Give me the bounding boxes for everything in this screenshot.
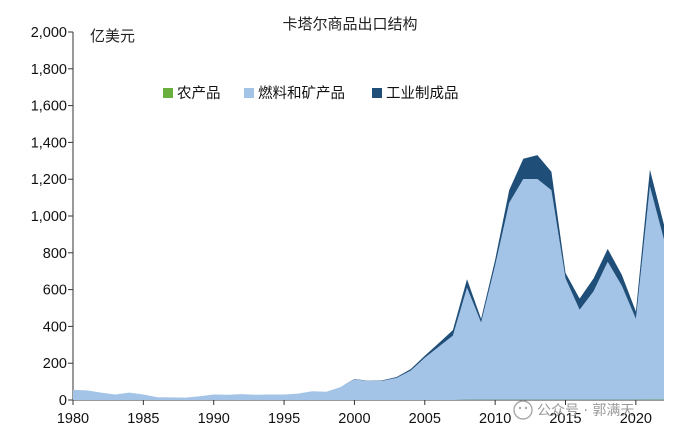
- area-series: [73, 179, 664, 400]
- watermark-text: 公众号 · 郭满天: [537, 402, 634, 419]
- y-tick-label: 1,200: [31, 172, 67, 188]
- y-tick-label: 1,800: [31, 62, 67, 78]
- legend-label: 燃料和矿产品: [258, 84, 345, 102]
- y-axis: 0 200 400 600 800 1,000 1,200 1,400 1,600 1,800 2,…: [31, 25, 74, 409]
- x-tick-label: 2010: [479, 411, 511, 427]
- x-tick-label: 2005: [409, 411, 441, 427]
- x-tick-label: 1990: [198, 411, 230, 427]
- legend-swatch: [163, 88, 173, 98]
- wechat-icon: [513, 400, 533, 420]
- legend-swatch: [372, 88, 382, 98]
- y-tick-label: 400: [43, 319, 67, 335]
- y-tick-label: 2,000: [31, 25, 67, 41]
- y-tick-label: 200: [43, 356, 67, 372]
- legend-swatch: [244, 88, 254, 98]
- y-tick-label: 800: [43, 246, 67, 262]
- legend-label: 工业制成品: [386, 85, 459, 102]
- y-tick-label: 1,400: [31, 135, 67, 151]
- y-tick-label: 1,600: [31, 99, 67, 115]
- x-tick-label: 1985: [127, 411, 159, 427]
- x-tick-label: 2000: [338, 411, 370, 427]
- y-tick-label: 600: [43, 283, 67, 299]
- x-tick-label: 2015: [549, 411, 581, 427]
- x-tick-label: 1995: [268, 411, 300, 427]
- watermark: 公众号 · 郭满天: [513, 400, 634, 420]
- legend-label: 农产品: [177, 85, 221, 102]
- legend: 农产品 燃料和矿产品 工业制成品: [163, 84, 459, 102]
- y-tick-label: 0: [59, 393, 67, 409]
- unit-label: 亿美元: [90, 27, 135, 45]
- plot-area: [73, 155, 664, 400]
- x-tick-label: 1980: [57, 411, 89, 427]
- y-tick-label: 1,000: [31, 209, 67, 225]
- chart-title: 卡塔尔商品出口结构: [282, 15, 417, 33]
- x-tick-label: 2020: [620, 411, 652, 427]
